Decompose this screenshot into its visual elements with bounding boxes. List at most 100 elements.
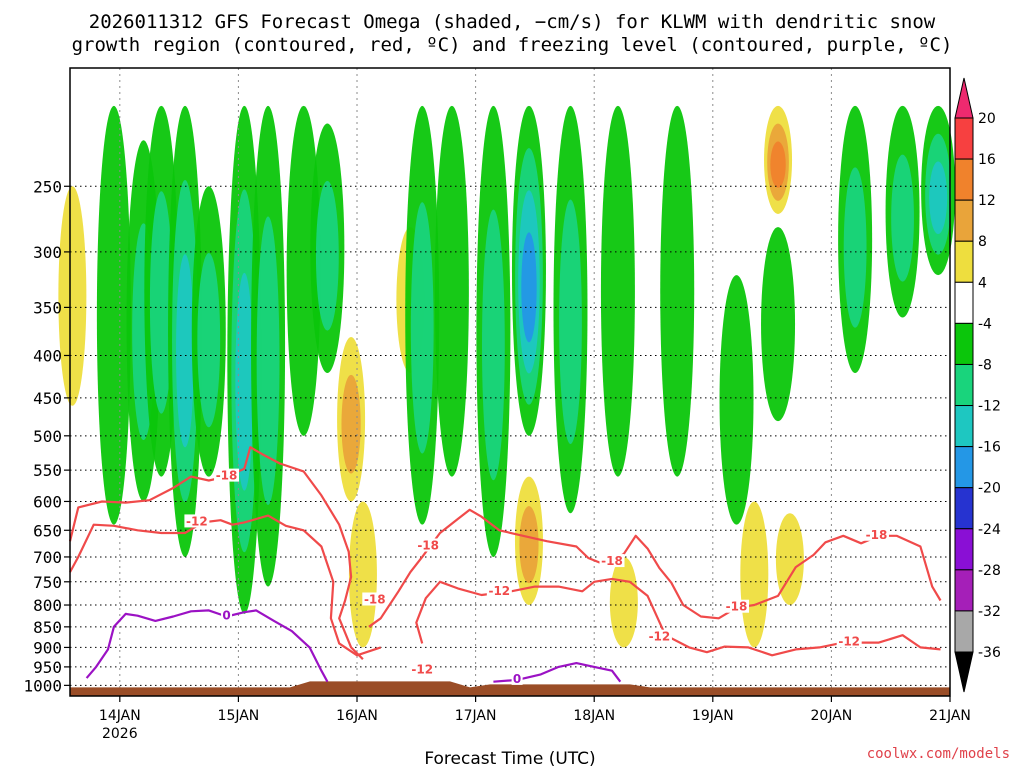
sinking-omega-plume xyxy=(481,209,505,481)
dgz-contour xyxy=(69,514,382,657)
contour-label: -18 xyxy=(866,528,888,542)
terrain-surface xyxy=(70,681,950,696)
terrain-fill xyxy=(70,681,950,696)
x-tick-label: 21JAN xyxy=(929,708,971,724)
contour-label: -12 xyxy=(411,663,433,677)
sinking-omega-plume xyxy=(761,227,796,422)
sinking-omega-plume xyxy=(176,254,195,448)
sinking-omega-plume xyxy=(197,253,221,428)
rising-omega-plume xyxy=(348,501,377,648)
y-tick-label: 1000 xyxy=(23,676,62,695)
chart-title-line1: 2026011312 GFS Forecast Omega (shaded, −… xyxy=(89,11,936,33)
contour-label: -18 xyxy=(417,539,439,553)
x-tick-label: 17JAN xyxy=(455,708,497,724)
x-tick-label: 20JAN xyxy=(811,708,853,724)
colorbar-swatch xyxy=(954,610,974,653)
rising-omega-plume xyxy=(58,186,87,406)
freezing-level-contour xyxy=(85,609,329,683)
omega-shading xyxy=(58,105,956,648)
x-tick-label: 16JAN xyxy=(336,708,378,724)
rising-omega-plume xyxy=(775,513,804,606)
contour-label-bg xyxy=(214,468,240,482)
y-tick-label: 350 xyxy=(33,298,62,317)
y-tick-label: 250 xyxy=(33,177,62,196)
colorbar-swatch xyxy=(954,281,974,324)
sinking-omega-plume xyxy=(410,202,434,454)
colorbar-label: 20 xyxy=(978,111,996,127)
dgz-contour xyxy=(415,577,941,657)
colorbar-swatch xyxy=(954,199,974,242)
colorbar-swatch xyxy=(954,322,974,365)
colorbar-label: -20 xyxy=(978,481,1001,497)
y-tick-label: 300 xyxy=(33,243,62,262)
colorbar-label: 12 xyxy=(978,193,996,209)
colorbar-swatch xyxy=(954,528,974,571)
contour-label: 0 xyxy=(513,672,521,686)
sinking-omega-plume xyxy=(235,272,254,491)
rising-omega-plume xyxy=(609,556,638,648)
colorbar-label: -4 xyxy=(978,316,992,332)
colorbar-label: -12 xyxy=(978,399,1001,415)
contour-label-bg xyxy=(724,599,750,613)
sinking-omega-plume xyxy=(843,167,867,328)
contour-label-bg xyxy=(221,608,233,622)
contour-label: -12 xyxy=(488,584,510,598)
colorbar-label: 16 xyxy=(978,152,996,168)
contour-label: -18 xyxy=(726,600,748,614)
colorbar-label: -32 xyxy=(978,604,1001,620)
sinking-omega-plume xyxy=(559,199,582,445)
colorbar-label: -16 xyxy=(978,440,1001,456)
plot-frame xyxy=(69,67,951,697)
contour-label: -18 xyxy=(601,554,623,568)
site-credit: coolwx.com/models xyxy=(867,746,1010,762)
colorbar-label: -28 xyxy=(978,563,1001,579)
x-axis-label: Forecast Time (UTC) xyxy=(424,749,595,768)
rising-omega-plume xyxy=(770,141,786,188)
y-tick-label: 600 xyxy=(33,492,62,511)
contour-label-bg xyxy=(184,514,210,528)
contour-label: -18 xyxy=(216,469,238,483)
sinking-omega-plume xyxy=(286,105,321,436)
colorbar-label: -36 xyxy=(978,645,1001,661)
x-year-label: 2026 xyxy=(102,726,138,742)
contour-label: -12 xyxy=(186,514,208,528)
sinking-omega-plume xyxy=(929,161,948,235)
colorbar-swatch xyxy=(954,117,974,160)
rising-omega-plume xyxy=(341,374,361,474)
sinking-omega-plume xyxy=(891,154,914,282)
contour-label-bg xyxy=(415,538,441,552)
contour-label: -18 xyxy=(364,592,386,606)
y-axis-ticks: 2503003504004505005506006507007508008509… xyxy=(23,177,70,695)
sinking-omega-plume xyxy=(719,275,754,525)
colorbar-label: 8 xyxy=(978,234,987,250)
y-tick-label: 750 xyxy=(33,573,62,592)
contour-label-bg xyxy=(836,634,862,648)
colorbar-bottom-arrow xyxy=(954,651,974,693)
grid xyxy=(70,68,951,696)
contour-label-bg xyxy=(511,671,523,685)
sinking-omega-plume xyxy=(315,180,339,331)
x-tick-label: 15JAN xyxy=(218,708,260,724)
sinking-omega-plume xyxy=(256,216,280,505)
colorbar: 20 16 12 8 4 -4 -8 -12 -16 -20 -24 -28 -32 -36 xyxy=(954,77,1001,693)
colorbar-label: 4 xyxy=(978,275,987,291)
x-tick-label: 18JAN xyxy=(573,708,615,724)
colorbar-swatch xyxy=(954,569,974,612)
contour-label-bg xyxy=(646,629,672,643)
colorbar-label: -24 xyxy=(978,522,1001,538)
sinking-omega-plume xyxy=(149,191,173,414)
x-tick-label: 19JAN xyxy=(692,708,734,724)
colorbar-label: -8 xyxy=(978,357,992,373)
sinking-omega-plume xyxy=(96,105,131,525)
y-tick-label: 700 xyxy=(33,548,62,567)
y-tick-label: 900 xyxy=(33,638,62,657)
sinking-omega-plume xyxy=(434,105,469,477)
colorbar-swatch xyxy=(954,405,974,448)
contours: -18 -12 -18 -18 -18 -18 -18 -12 -12 -12 -12 0 0 xyxy=(68,446,942,686)
colorbar-swatch xyxy=(954,240,974,283)
y-tick-label: 450 xyxy=(33,389,62,408)
y-tick-label: 950 xyxy=(33,658,62,677)
contour-label-bg xyxy=(863,527,889,541)
contour-label-bg xyxy=(486,584,512,598)
contour-label: 0 xyxy=(222,609,230,623)
